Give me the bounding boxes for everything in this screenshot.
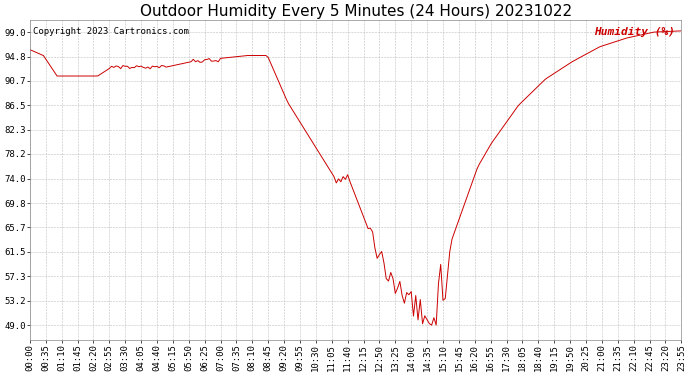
Title: Outdoor Humidity Every 5 Minutes (24 Hours) 20231022: Outdoor Humidity Every 5 Minutes (24 Hou… xyxy=(139,4,571,19)
Text: Copyright 2023 Cartronics.com: Copyright 2023 Cartronics.com xyxy=(33,27,189,36)
Text: Humidity (%): Humidity (%) xyxy=(594,27,675,37)
